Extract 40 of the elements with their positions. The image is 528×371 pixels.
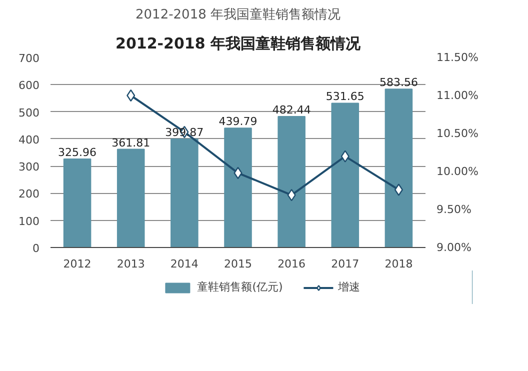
- data-label: 482.44: [272, 104, 311, 117]
- data-label: 531.65: [326, 90, 364, 104]
- point: [340, 150, 350, 162]
- chart-subtitle: 2012-2018 年我国童鞋销售额情况: [116, 34, 362, 52]
- bar: [331, 102, 360, 248]
- x-tick-label: 2012: [63, 258, 92, 270]
- y2-tick-label: 11.00%: [436, 89, 478, 102]
- y2-tick-label: 9.00%: [436, 241, 472, 254]
- y-tick-label: 100: [18, 214, 40, 228]
- bar: [278, 116, 306, 248]
- y2-tick-label: 10.00%: [436, 165, 478, 178]
- x-tick-label: 2017: [331, 258, 360, 270]
- y-tick-label: 500: [18, 106, 40, 120]
- bar: [170, 138, 198, 248]
- data-label: 439.79: [218, 115, 258, 128]
- y-tick-label: 400: [18, 133, 40, 146]
- legend-label: 童鞋销售额(亿元): [197, 280, 283, 294]
- bar: [63, 158, 92, 248]
- chart-title: 2012-2018 年我国童鞋销售额情况: [136, 6, 341, 22]
- y-tick-label: 600: [18, 79, 40, 92]
- x-tick-label: 2018: [384, 258, 413, 270]
- y-tick-label: 700: [18, 52, 40, 65]
- x-tick-label: 2016: [278, 258, 306, 270]
- data-label: 325.96: [58, 146, 97, 160]
- data-label: 361.81: [112, 136, 150, 150]
- point: [394, 184, 403, 196]
- bar: [116, 148, 145, 248]
- legend-label: 增速: [338, 280, 360, 294]
- bar: [224, 128, 252, 248]
- x-tick-label: 2014: [170, 258, 198, 270]
- y2-tick-label: 9.50%: [436, 203, 472, 216]
- bar: [384, 88, 413, 248]
- x-tick-label: 2013: [116, 258, 145, 270]
- data-label: 583.56: [379, 76, 418, 90]
- y2-tick-label: 10.50%: [436, 127, 478, 140]
- y2-tick-label: 11.50%: [436, 51, 478, 64]
- x-tick-label: 2015: [224, 258, 252, 270]
- y-tick-label: 300: [18, 160, 40, 174]
- y-tick-label: 0: [32, 242, 40, 255]
- y-tick-label: 200: [18, 188, 40, 201]
